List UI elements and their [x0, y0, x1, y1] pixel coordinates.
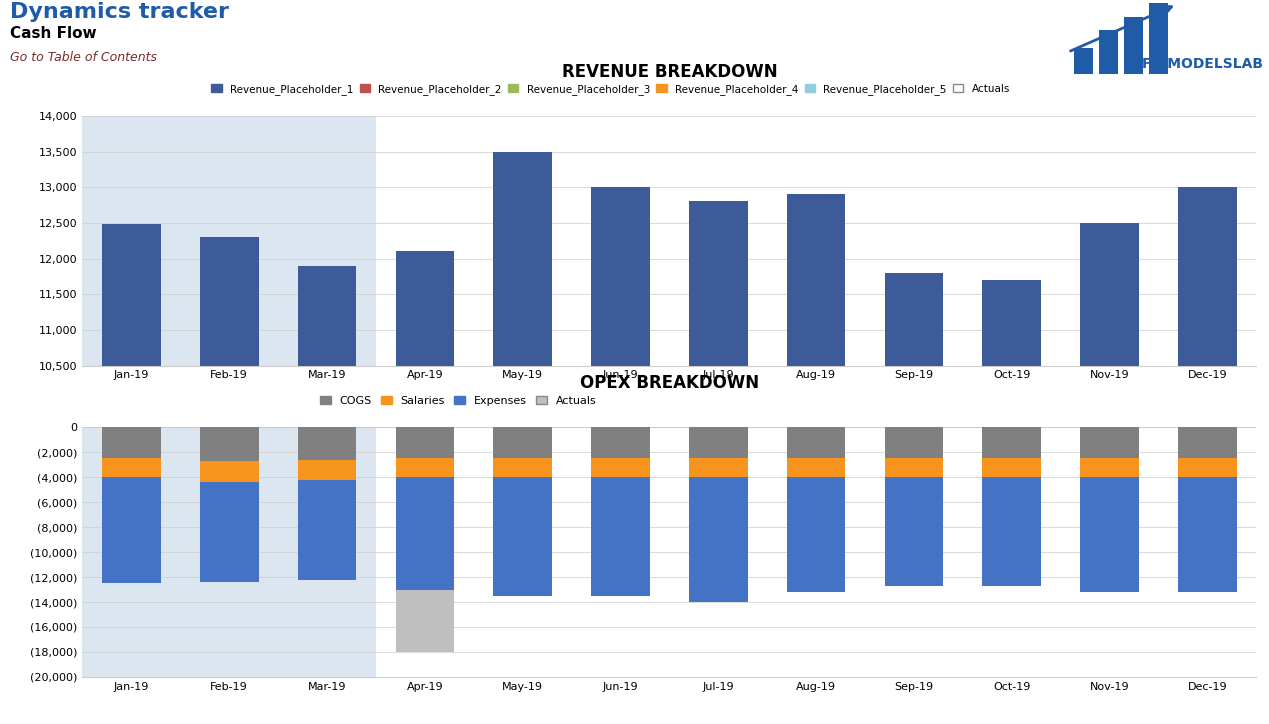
- Bar: [494, 151, 552, 724]
- Bar: [982, 458, 1041, 477]
- Bar: [1178, 477, 1237, 592]
- Bar: [396, 427, 454, 458]
- Bar: [689, 458, 747, 477]
- Text: FINMODELSLAB: FINMODELSLAB: [1141, 57, 1264, 71]
- Bar: [591, 188, 650, 724]
- Bar: [494, 477, 552, 596]
- Bar: [787, 458, 845, 477]
- Legend: Revenue_Placeholder_1, Revenue_Placeholder_2, Revenue_Placeholder_3, Revenue_Pla: Revenue_Placeholder_1, Revenue_Placehold…: [207, 80, 1014, 99]
- Bar: [298, 427, 357, 460]
- Bar: [1124, 17, 1143, 74]
- Bar: [591, 427, 650, 458]
- Bar: [689, 201, 747, 724]
- Legend: COGS, Salaries, Expenses, Actuals: COGS, Salaries, Expenses, Actuals: [315, 392, 602, 411]
- Bar: [982, 477, 1041, 586]
- Bar: [82, 116, 376, 366]
- Bar: [1178, 188, 1237, 724]
- Text: Dynamics tracker: Dynamics tracker: [10, 2, 228, 22]
- Bar: [201, 237, 259, 724]
- Bar: [396, 477, 454, 589]
- Bar: [102, 427, 161, 458]
- Bar: [102, 224, 161, 724]
- Bar: [591, 458, 650, 477]
- Bar: [494, 427, 552, 458]
- Text: Cash Flow: Cash Flow: [10, 26, 96, 41]
- Bar: [201, 461, 259, 482]
- Bar: [298, 460, 357, 479]
- Bar: [884, 477, 943, 586]
- Bar: [591, 477, 650, 596]
- Bar: [982, 427, 1041, 458]
- Bar: [689, 427, 747, 458]
- Bar: [1080, 477, 1138, 592]
- Bar: [787, 427, 845, 458]
- Bar: [1080, 427, 1138, 458]
- Text: YTD & YTG - 12 months ($): YTD & YTG - 12 months ($): [499, 83, 770, 100]
- Bar: [1099, 30, 1118, 74]
- Bar: [298, 266, 357, 724]
- Bar: [298, 479, 357, 579]
- Bar: [787, 477, 845, 592]
- Bar: [396, 458, 454, 477]
- Bar: [201, 427, 259, 461]
- Bar: [1148, 3, 1169, 74]
- Text: Go to Table of Contents: Go to Table of Contents: [10, 51, 157, 64]
- Bar: [102, 477, 161, 584]
- Bar: [787, 194, 845, 724]
- Bar: [396, 589, 454, 652]
- Bar: [1074, 48, 1093, 74]
- Title: OPEX BREAKDOWN: OPEX BREAKDOWN: [580, 374, 759, 392]
- Bar: [982, 280, 1041, 724]
- Bar: [884, 458, 943, 477]
- Bar: [884, 273, 943, 724]
- Bar: [884, 427, 943, 458]
- Bar: [1080, 223, 1138, 724]
- Bar: [494, 458, 552, 477]
- Bar: [1178, 427, 1237, 458]
- Bar: [1080, 458, 1138, 477]
- Bar: [689, 477, 747, 602]
- Bar: [82, 427, 376, 677]
- Bar: [201, 482, 259, 582]
- Bar: [396, 251, 454, 724]
- Bar: [102, 458, 161, 477]
- Bar: [1178, 458, 1237, 477]
- Title: REVENUE BREAKDOWN: REVENUE BREAKDOWN: [562, 63, 777, 81]
